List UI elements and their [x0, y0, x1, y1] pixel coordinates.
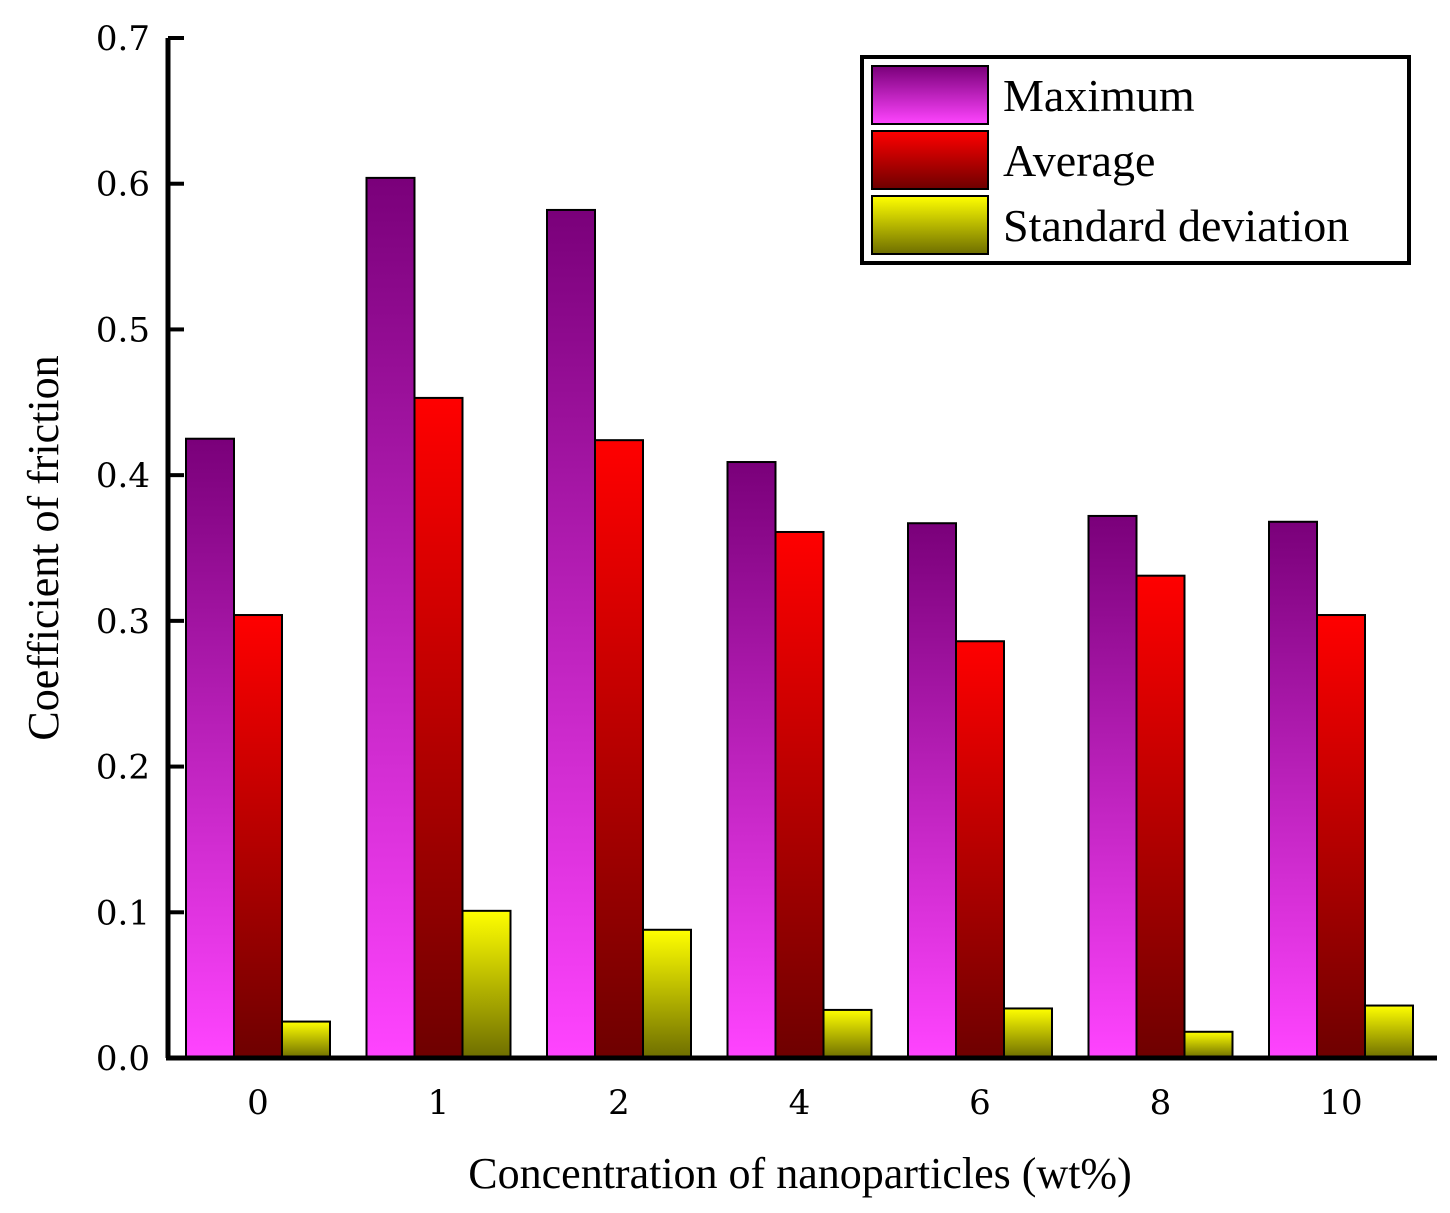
- bar-average-4: [774, 530, 825, 1059]
- bar-maximum-0: [185, 437, 235, 1059]
- bar-maximum-2: [546, 208, 596, 1059]
- x-tick-label: 1: [428, 1083, 450, 1123]
- bar-standard-deviation-8: [1183, 1030, 1234, 1060]
- bar-average-0: [233, 614, 283, 1059]
- y-tick-label: 0.7: [96, 19, 150, 59]
- legend-label: Average: [1003, 135, 1155, 186]
- bar-maximum-8: [1087, 514, 1138, 1059]
- legend-swatch-standard-deviation: [871, 195, 989, 255]
- y-tick-label: 0.5: [96, 310, 150, 350]
- axis-layer: [165, 38, 1437, 1061]
- x-tick-label: 10: [1319, 1083, 1362, 1123]
- bar-standard-deviation-4: [822, 1008, 873, 1060]
- bar-standard-deviation-10: [1364, 1004, 1414, 1059]
- legend-label: Maximum: [1003, 70, 1195, 121]
- legend-swatch-average: [871, 130, 989, 190]
- x-tick-label: 0: [247, 1083, 269, 1123]
- legend: Maximum Average Standard deviation: [860, 55, 1411, 265]
- y-ticks: 0.0 0.1 0.2 0.3 0.4 0.5 0.6 0.7: [96, 19, 184, 1079]
- bars-layer: [185, 176, 1414, 1060]
- bar-standard-deviation-6: [1003, 1007, 1053, 1060]
- y-axis-title: Coefficient of friction: [19, 355, 68, 740]
- x-tick-label: 2: [608, 1083, 630, 1123]
- x-tick-label: 4: [789, 1083, 811, 1123]
- x-tick-label: 8: [1150, 1083, 1172, 1123]
- x-axis-title: Concentration of nanoparticles (wt%): [468, 1149, 1131, 1198]
- y-tick-label: 0.0: [96, 1039, 150, 1079]
- legend-label: Standard deviation: [1003, 200, 1349, 251]
- bar-average-6: [955, 640, 1005, 1059]
- y-tick-label: 0.6: [96, 165, 150, 205]
- y-tick-label: 0.3: [96, 602, 150, 642]
- bar-average-8: [1135, 574, 1186, 1060]
- y-tick-label: 0.4: [96, 456, 150, 496]
- y-tick-label: 0.1: [96, 893, 150, 933]
- y-tick-label: 0.2: [96, 748, 150, 788]
- bar-maximum-10: [1268, 520, 1318, 1059]
- x-ticks: 0 1 2 4 6 8 10: [247, 1083, 1362, 1123]
- bar-average-2: [594, 439, 644, 1059]
- bar-average-1: [413, 396, 464, 1059]
- bar-maximum-6: [907, 522, 957, 1059]
- bar-standard-deviation-1: [461, 909, 512, 1059]
- legend-swatch-maximum: [871, 65, 989, 125]
- bar-maximum-4: [726, 461, 777, 1059]
- bar-average-10: [1316, 614, 1366, 1059]
- bar-maximum-1: [365, 176, 416, 1059]
- x-tick-label: 6: [969, 1083, 991, 1123]
- bar-standard-deviation-0: [281, 1020, 331, 1059]
- bar-standard-deviation-2: [642, 928, 692, 1059]
